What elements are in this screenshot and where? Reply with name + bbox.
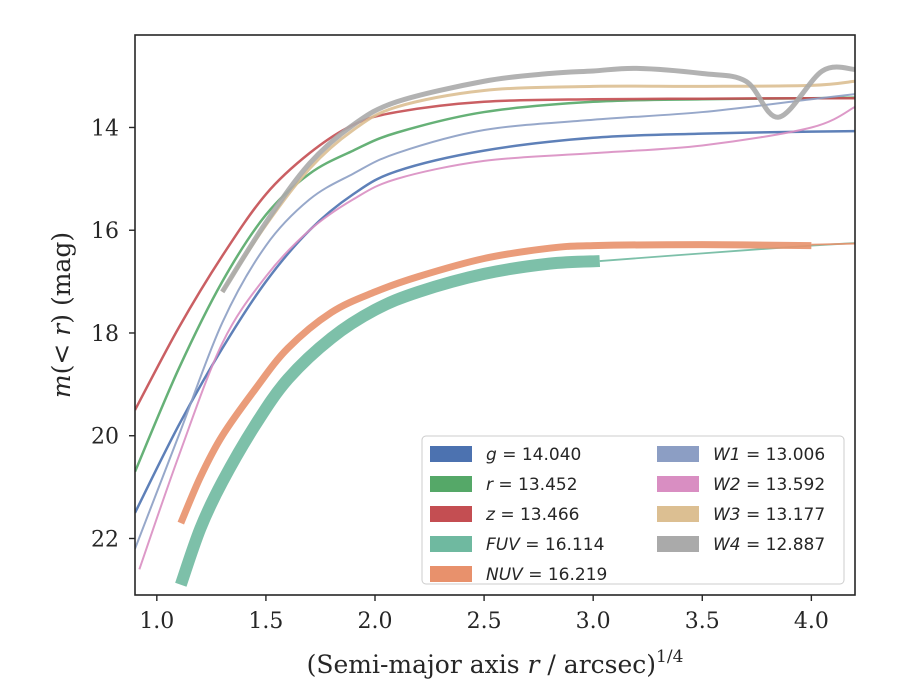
- legend-label-r: r = 13.452: [486, 475, 578, 495]
- legend-label-w4: W4 = 12.887: [713, 535, 825, 555]
- legend-box: [421, 435, 845, 585]
- legend-swatch-w2: [657, 476, 699, 492]
- series-line-w4: [220, 64, 855, 294]
- x-tick-label: 1.0: [139, 609, 174, 634]
- y-tick-label: 20: [91, 425, 119, 450]
- x-tick-label: 2.5: [467, 609, 502, 634]
- legend-swatch-fuv: [430, 536, 472, 552]
- legend-swatch-nuv: [430, 566, 472, 582]
- x-tick-label: 3.5: [685, 609, 720, 634]
- plot-frame: [134, 34, 856, 596]
- legend-swatch-g: [430, 446, 472, 462]
- series-line-z: [135, 96, 855, 411]
- x-axis-label: (Semi-major axis r / arcsec)1/4: [307, 647, 684, 679]
- legend-label-w1: W1 = 13.006: [713, 445, 825, 465]
- y-tick-label: 18: [91, 322, 119, 347]
- series-layer: [135, 64, 855, 587]
- series-line-w1: [135, 93, 855, 550]
- legend-label-fuv: FUV = 16.114: [486, 535, 604, 555]
- legend-swatch-w1: [657, 446, 699, 462]
- x-tick-label: 1.5: [248, 609, 283, 634]
- legend-label-z: z = 13.466: [485, 505, 579, 525]
- series-line-nuv: [177, 241, 812, 525]
- y-tick-label: 14: [91, 116, 119, 141]
- y-tick-label: 16: [91, 219, 119, 244]
- legend-label-w2: W2 = 13.592: [713, 475, 825, 495]
- legend-label-g: g = 14.040: [486, 445, 581, 465]
- x-tick-label: 4.0: [794, 609, 829, 634]
- y-axis-label: m(< r) (mag): [47, 232, 76, 398]
- legend-swatch-w4: [657, 536, 699, 552]
- legend-label-w3: W3 = 13.177: [713, 505, 825, 525]
- ticks-layer: 1.0 1.5 2.0 2.5 3.0 3.5 4.0 14 16 18 20 22: [91, 116, 829, 634]
- x-tick-label: 3.0: [576, 609, 611, 634]
- legend-swatch-z: [430, 506, 472, 522]
- legend-swatch-r: [430, 476, 472, 492]
- legend: g = 14.040 r = 13.452 z = 13.466 FUV = 16.1…: [421, 435, 845, 585]
- legend-label-nuv: NUV = 16.219: [486, 565, 607, 585]
- y-tick-label: 22: [91, 527, 119, 552]
- series-line-w2: [138, 106, 855, 570]
- x-tick-label: 2.0: [358, 609, 393, 634]
- series-line-nuv-ext: [811, 242, 855, 246]
- legend-swatch-w3: [657, 506, 699, 522]
- series-line-r: [135, 96, 855, 473]
- series-line-fuv: [175, 255, 601, 587]
